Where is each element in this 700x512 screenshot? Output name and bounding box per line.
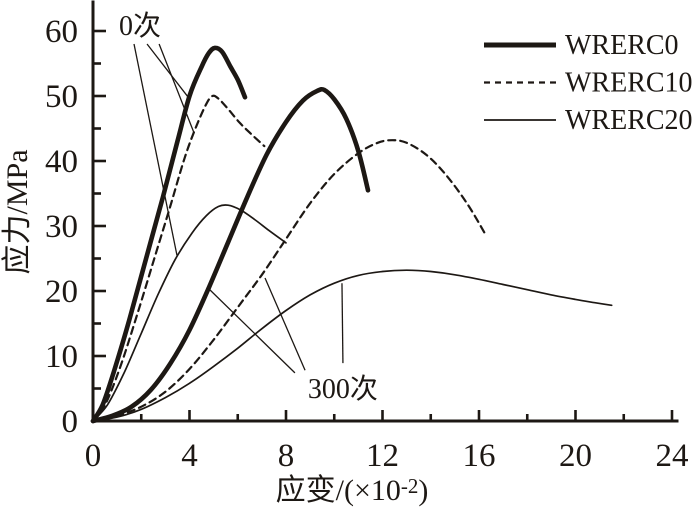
legend: WRERC0 WRERC10 WRERC20 xyxy=(484,30,693,136)
annotation-leader-line xyxy=(206,286,296,374)
y-axis: 0 10 20 30 40 50 60 xyxy=(45,14,106,440)
annotation-label-300cycles: 300次 xyxy=(206,277,378,405)
x-tick-label-16: 16 xyxy=(463,438,496,474)
y-axis-title: 应力/MPa xyxy=(1,149,34,274)
y-tick-label-10: 10 xyxy=(45,339,78,375)
y-tick-label-40: 40 xyxy=(45,144,78,180)
curve-wrerc0-300cycles xyxy=(90,86,371,424)
legend-label-wrerc0: WRERC0 xyxy=(565,30,679,61)
x-axis: 0 4 8 12 16 20 24 xyxy=(85,410,689,474)
x-tick-label-20: 20 xyxy=(559,438,592,474)
annotation-text-label-300cycles: 300次 xyxy=(308,373,378,405)
legend-label-wrerc10: WRERC10 xyxy=(565,68,693,99)
x-tick-label-0: 0 xyxy=(85,438,102,474)
legend-label-wrerc20: WRERC20 xyxy=(565,105,693,136)
curve-wrerc10-300cycles xyxy=(91,139,488,423)
annotation-label-0cycles: 0次 xyxy=(119,10,195,256)
curve-wrerc20-0cycles xyxy=(92,204,287,422)
x-tick-label-8: 8 xyxy=(278,438,295,474)
x-axis-title: 应变/(×10-2) xyxy=(276,474,429,507)
y-tick-label-30: 30 xyxy=(45,209,78,245)
annotation-text-label-0cycles: 0次 xyxy=(119,10,161,42)
y-tick-label-0: 0 xyxy=(62,404,79,440)
y-tick-label-20: 20 xyxy=(45,274,78,310)
y-tick-label-50: 50 xyxy=(45,79,78,115)
curve-wrerc10-0cycles xyxy=(91,94,266,423)
curve-wrerc20-300cycles xyxy=(92,269,613,422)
annotation-leader-line xyxy=(133,43,178,256)
annotation-leader-line xyxy=(158,43,195,134)
x-tick-label-24: 24 xyxy=(656,438,689,474)
annotation-leader-line xyxy=(146,43,189,98)
curve-wrerc0-0cycles xyxy=(90,45,248,424)
annotation-leader-line xyxy=(264,277,306,371)
y-tick-label-60: 60 xyxy=(45,14,78,50)
annotation-leader-line xyxy=(341,283,344,364)
axes-frame xyxy=(91,0,679,423)
x-tick-label-12: 12 xyxy=(366,438,399,474)
x-tick-label-4: 4 xyxy=(181,438,198,474)
